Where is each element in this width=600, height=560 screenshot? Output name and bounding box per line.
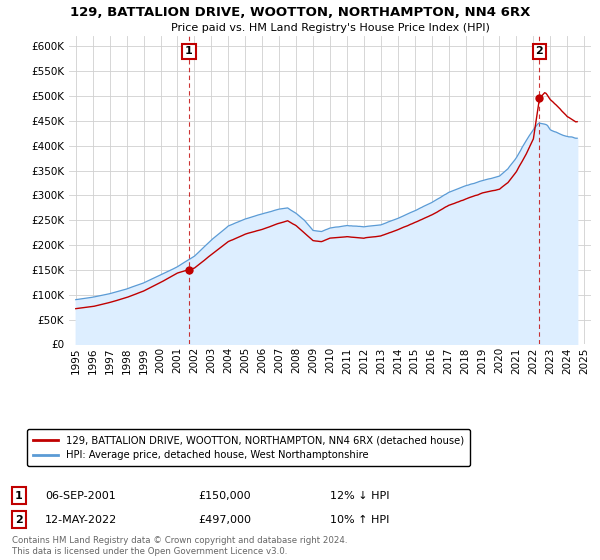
Title: Price paid vs. HM Land Registry's House Price Index (HPI): Price paid vs. HM Land Registry's House … xyxy=(170,23,490,33)
Text: 12-MAY-2022: 12-MAY-2022 xyxy=(45,515,117,525)
Text: 1: 1 xyxy=(185,46,193,57)
Text: 12% ↓ HPI: 12% ↓ HPI xyxy=(330,491,389,501)
Text: £497,000: £497,000 xyxy=(198,515,251,525)
Text: 2: 2 xyxy=(15,515,23,525)
Text: 129, BATTALION DRIVE, WOOTTON, NORTHAMPTON, NN4 6RX: 129, BATTALION DRIVE, WOOTTON, NORTHAMPT… xyxy=(70,6,530,18)
Text: 1: 1 xyxy=(15,491,23,501)
Text: Contains HM Land Registry data © Crown copyright and database right 2024.
This d: Contains HM Land Registry data © Crown c… xyxy=(12,536,347,556)
Text: 06-SEP-2001: 06-SEP-2001 xyxy=(45,491,116,501)
Text: £150,000: £150,000 xyxy=(198,491,251,501)
Text: 2: 2 xyxy=(536,46,544,57)
Legend: 129, BATTALION DRIVE, WOOTTON, NORTHAMPTON, NN4 6RX (detached house), HPI: Avera: 129, BATTALION DRIVE, WOOTTON, NORTHAMPT… xyxy=(27,430,470,466)
Text: 10% ↑ HPI: 10% ↑ HPI xyxy=(330,515,389,525)
